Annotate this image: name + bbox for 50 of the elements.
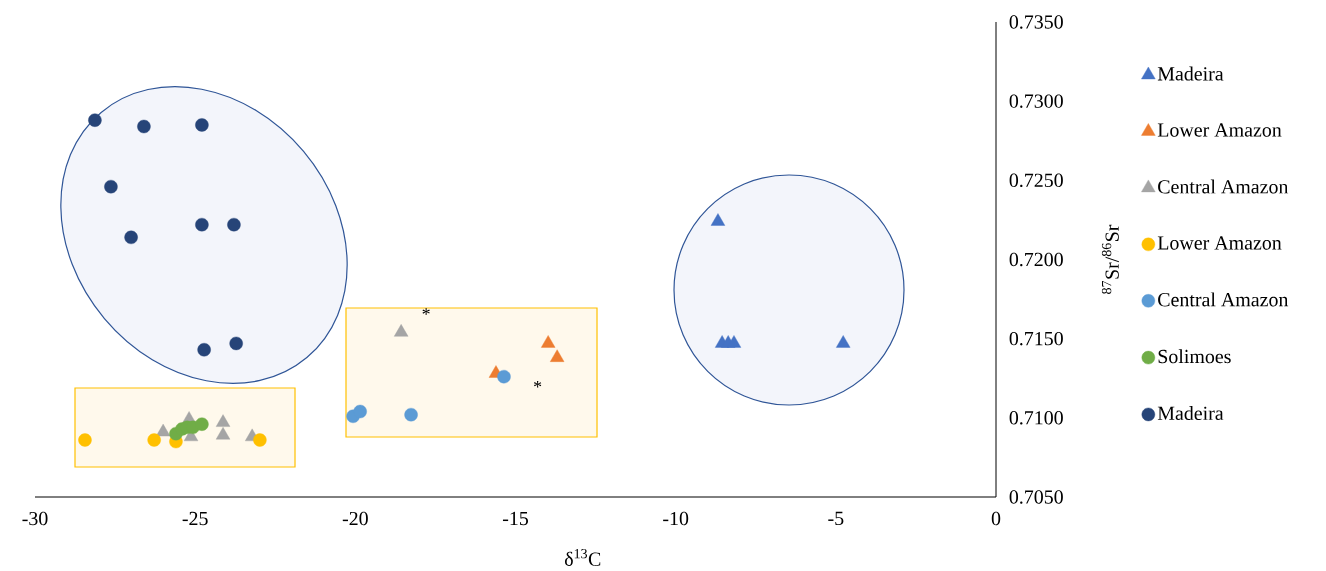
point <box>497 369 511 384</box>
point <box>197 343 211 357</box>
x-tick-label: -15 <box>502 511 529 526</box>
point <box>137 119 151 134</box>
point <box>726 335 742 348</box>
point <box>88 113 102 127</box>
y-tick-label: 0.7150 <box>1009 331 1063 346</box>
x-tick-label: -10 <box>663 511 689 526</box>
point <box>836 335 851 348</box>
legend-label: Solimoes <box>1158 349 1231 364</box>
point <box>253 433 267 447</box>
legend-label: Central Amazon <box>1158 292 1289 307</box>
legend-label: Lower Amazon <box>1157 123 1282 137</box>
y-tick-label: 0.7200 <box>1009 252 1063 267</box>
point <box>394 324 409 337</box>
y-tick-label: 0.7350 <box>1009 15 1063 29</box>
point <box>147 433 161 447</box>
point <box>215 427 231 440</box>
point <box>550 349 565 362</box>
legend-label: Central Amazon <box>1158 179 1289 194</box>
point <box>353 404 367 419</box>
y-tick-label: 0.7050 <box>1009 490 1063 504</box>
point <box>78 433 92 447</box>
x-tick-label: -5 <box>828 511 844 526</box>
point <box>104 179 118 194</box>
legend-label: Madeira <box>1157 406 1224 421</box>
y-tick-label: 0.7100 <box>1009 411 1063 425</box>
point <box>541 335 556 348</box>
point <box>195 217 209 232</box>
point <box>195 417 209 431</box>
x-axis-title: δ$^{13}$C <box>564 548 601 566</box>
x-tick-label: 0 <box>991 511 1001 526</box>
point <box>156 423 171 437</box>
x-tick-label: -30 <box>22 511 48 526</box>
y-tick-label: 0.7250 <box>1009 173 1063 188</box>
point <box>124 230 138 245</box>
y-tick-label: 0.7300 <box>1009 94 1063 108</box>
legend-label: Madeira <box>1157 66 1224 81</box>
annotation: * <box>422 308 430 315</box>
point <box>404 407 418 422</box>
point <box>229 336 243 351</box>
annotation: * <box>533 380 542 388</box>
point <box>710 213 726 226</box>
x-tick-label: -20 <box>342 511 368 526</box>
point <box>227 217 241 232</box>
y-axis-title: $^{87}$Sr/$^{86}$Sr <box>1101 224 1119 294</box>
point <box>195 118 209 132</box>
point <box>215 414 231 427</box>
x-tick-label: -25 <box>182 511 208 526</box>
legend-label: Lower Amazon <box>1157 236 1282 250</box>
